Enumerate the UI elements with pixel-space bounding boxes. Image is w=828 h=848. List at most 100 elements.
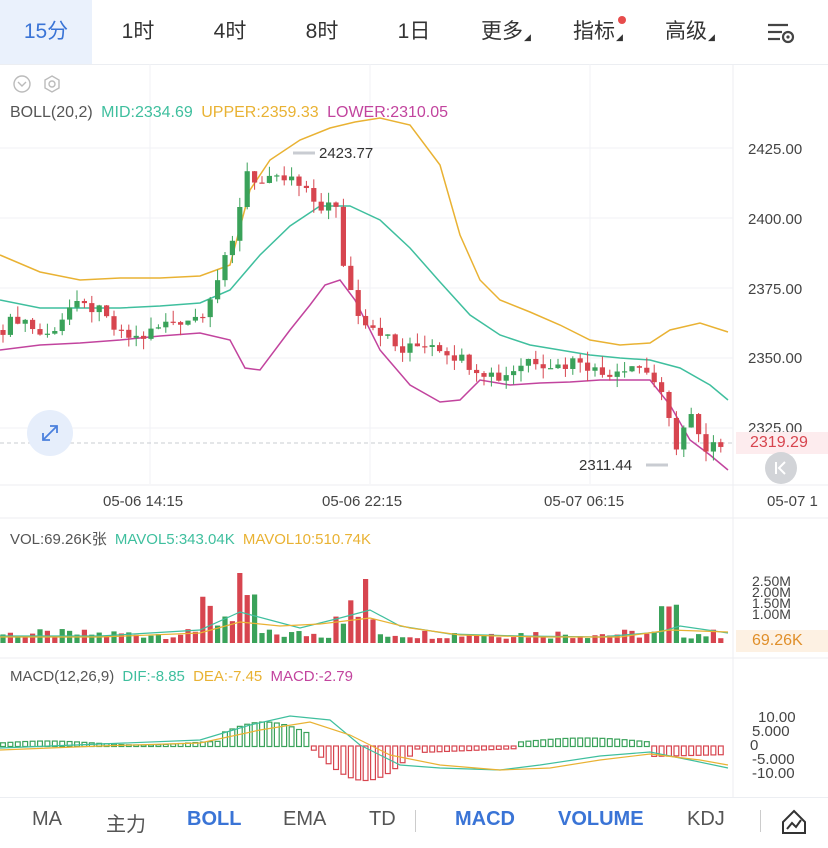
- macd-histogram-bar: [614, 738, 621, 748]
- candle-body: [696, 414, 702, 435]
- chart-settings-button[interactable]: [760, 16, 800, 48]
- volume-bar: [215, 625, 221, 643]
- candle-body: [407, 343, 413, 353]
- candle-body: [185, 320, 191, 325]
- volume-bar: [548, 638, 554, 643]
- tab-macd[interactable]: MACD: [455, 808, 515, 830]
- tab-main-force[interactable]: 主力: [106, 814, 146, 836]
- tab-more[interactable]: 更多◢: [481, 20, 531, 43]
- volume-bar: [259, 633, 265, 643]
- tab-8h[interactable]: 8时: [305, 20, 339, 43]
- volume-bar: [126, 632, 132, 643]
- tab-indicators[interactable]: 指标◢: [552, 0, 644, 64]
- volume-bar: [274, 634, 280, 643]
- tab-4h[interactable]: 4时: [213, 20, 247, 43]
- volume-bar: [185, 629, 191, 643]
- macd-histogram-bar: [710, 745, 717, 756]
- candle-body: [96, 305, 102, 313]
- macd-histogram-bar: [259, 721, 266, 748]
- candle-body: [244, 171, 250, 208]
- tab-ema[interactable]: EMA: [283, 808, 327, 830]
- macd-histogram-bar: [599, 737, 606, 748]
- volume-bar: [148, 635, 154, 643]
- candle-body: [363, 315, 369, 326]
- dea-line: [0, 721, 729, 771]
- macd-histogram-bar: [695, 745, 702, 756]
- current-price: 2319.29: [750, 434, 808, 451]
- tab-td[interactable]: TD: [369, 808, 396, 830]
- macd-histogram-bar: [266, 721, 273, 748]
- macd-histogram-bar: [577, 737, 584, 748]
- mavol10-line: [0, 617, 729, 638]
- skip-back-icon: [775, 461, 786, 475]
- macd-histogram-bar: [207, 741, 214, 748]
- jump-latest-button[interactable]: [765, 452, 797, 484]
- tab-1d[interactable]: 1日: [397, 20, 431, 43]
- macd-histogram-bar: [244, 723, 251, 748]
- time-tick: 05-06 14:15: [103, 493, 184, 510]
- tab-15m[interactable]: 15分: [0, 0, 92, 64]
- volume-bar: [15, 637, 21, 643]
- tab-volume[interactable]: VOLUME: [558, 808, 644, 830]
- volume-bar: [296, 631, 302, 643]
- candle-body: [511, 371, 517, 376]
- tab-boll[interactable]: BOLL: [187, 808, 242, 830]
- macd-histogram-bar: [569, 737, 576, 748]
- candle-body: [37, 329, 43, 335]
- volume-bar: [696, 634, 702, 643]
- candle-body: [30, 319, 36, 330]
- candle-body: [400, 346, 406, 353]
- chart-canvas[interactable]: [0, 64, 828, 808]
- collapse-button[interactable]: [12, 74, 32, 99]
- volume-bar: [518, 633, 524, 643]
- mavol10-label: MAVOL10:510.74K: [242, 531, 372, 548]
- candle-body: [111, 316, 117, 330]
- macd-histogram-bar: [488, 745, 495, 751]
- candle-body: [303, 185, 309, 189]
- volume-bar: [155, 634, 161, 643]
- volume-bar: [30, 633, 36, 643]
- macd-histogram-bar: [547, 738, 554, 748]
- macd-histogram-bar: [421, 745, 428, 753]
- macd-histogram-bar: [562, 737, 569, 748]
- tab-1h[interactable]: 1时: [121, 20, 155, 43]
- volume-bar: [503, 638, 509, 643]
- candle-body: [215, 280, 221, 300]
- macd-histogram-bar: [36, 740, 43, 748]
- volume-bar: [289, 632, 295, 643]
- macd-histogram-bar: [333, 745, 340, 771]
- macd-tick: -10.00: [752, 765, 795, 782]
- volume-bar: [666, 606, 672, 643]
- candle-body: [451, 355, 457, 361]
- volume-bar: [229, 621, 235, 643]
- volume-bar: [688, 638, 694, 643]
- candle-body: [718, 442, 724, 447]
- tab-advanced[interactable]: 高级◢: [665, 20, 715, 43]
- divider: [415, 810, 416, 832]
- candle-body: [644, 367, 650, 373]
- indicator-settings-button[interactable]: [42, 74, 62, 99]
- volume-bar: [222, 616, 228, 643]
- mavol5-label: MAVOL5:343.04K: [114, 531, 235, 548]
- volume-bar: [326, 637, 332, 643]
- volume-bar: [718, 638, 724, 643]
- candle-body: [422, 346, 428, 348]
- volume-bar: [96, 632, 102, 643]
- caret-icon: ◢: [708, 32, 715, 42]
- macd-histogram-bar: [214, 740, 221, 748]
- macd-histogram-bar: [429, 745, 436, 753]
- volume-bar: [562, 634, 568, 643]
- macd-histogram-bar: [414, 745, 421, 750]
- tab-ma[interactable]: MA: [32, 808, 62, 830]
- volume-bar: [163, 638, 169, 643]
- volume-bar: [22, 635, 28, 643]
- candle-body: [666, 391, 672, 418]
- chart-settings-icon: [768, 23, 795, 44]
- boll-label: BOLL(20,2): [10, 104, 93, 121]
- tab-kdj[interactable]: KDJ: [687, 808, 725, 830]
- macd-histogram-bar: [73, 741, 80, 748]
- fullscreen-button[interactable]: [27, 410, 73, 456]
- drawing-tools-button[interactable]: [780, 808, 808, 841]
- drawing-icon: [782, 809, 806, 834]
- macd-histogram-bar: [532, 739, 539, 748]
